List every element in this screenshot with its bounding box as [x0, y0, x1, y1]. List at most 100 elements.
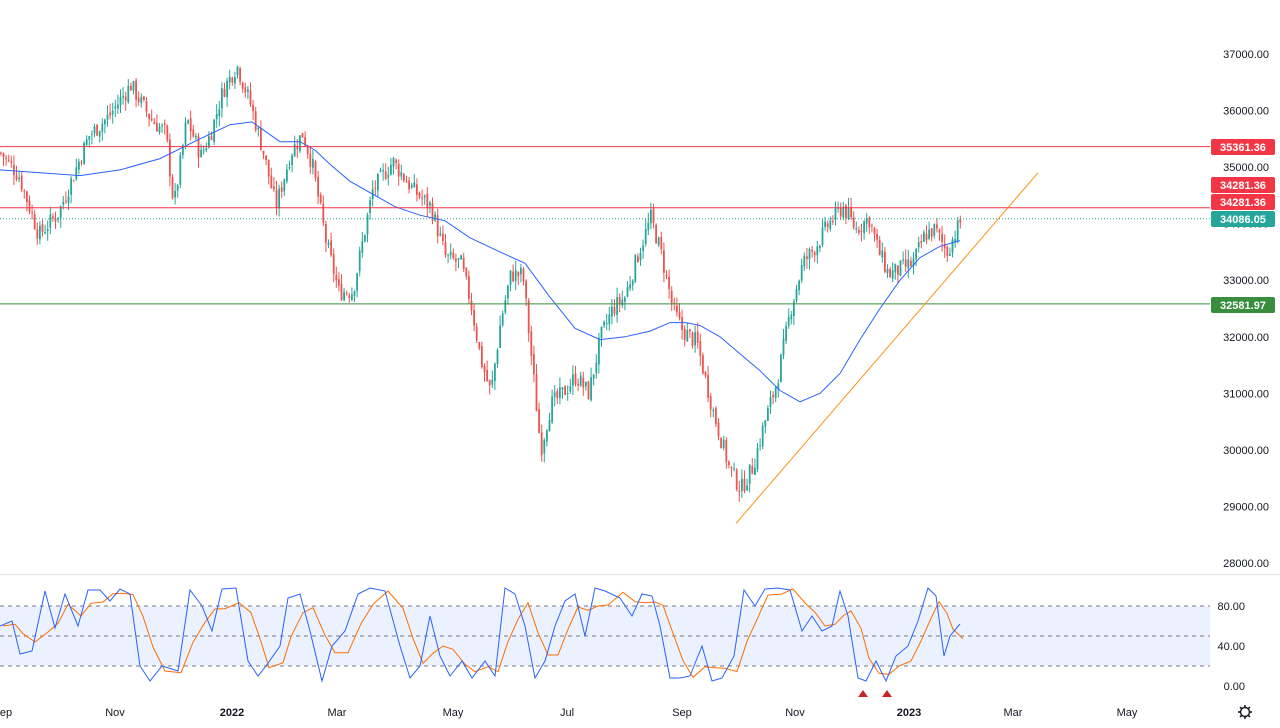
candle-body	[751, 465, 754, 474]
candle-body	[933, 223, 936, 236]
candle-body	[650, 209, 652, 224]
candle-body	[941, 233, 943, 242]
candle-body	[200, 149, 202, 158]
candle-body	[761, 425, 764, 447]
candle-body	[613, 307, 616, 314]
candle-body	[413, 182, 416, 188]
candle-body	[673, 302, 676, 304]
level-tag-bg	[1211, 194, 1275, 210]
candle-body	[826, 223, 829, 228]
candle-body	[111, 110, 114, 115]
candle-body	[455, 258, 457, 262]
candle-body	[252, 104, 254, 112]
candle-body	[13, 164, 15, 176]
candle-body	[405, 181, 408, 183]
price-tags: 35361.36 34281.36 34281.36 34086.05 32581.97	[1211, 139, 1275, 313]
candle-body	[631, 280, 634, 286]
gear-icon-tooth	[1247, 714, 1251, 718]
candle-body	[813, 252, 816, 256]
level-tag-label: 34281.36	[1220, 197, 1266, 209]
candle-body	[215, 113, 218, 119]
candle-body	[88, 136, 91, 140]
candle-body	[769, 397, 772, 408]
candle-body	[681, 317, 683, 331]
candle-body	[634, 255, 637, 282]
candle-body	[351, 294, 353, 300]
candle-body	[579, 375, 582, 386]
candle-body	[57, 217, 59, 220]
candle-body	[148, 113, 150, 120]
candle-body	[839, 207, 842, 217]
candle-body	[527, 300, 530, 334]
candle-body	[395, 160, 397, 163]
candle-body	[314, 161, 317, 179]
candle-body	[174, 191, 176, 198]
candle-body	[759, 445, 761, 447]
candle-body	[20, 175, 23, 190]
gear-icon[interactable]	[1238, 705, 1252, 719]
candle-body	[850, 206, 852, 218]
candle-body	[917, 242, 920, 248]
candle-body	[899, 260, 902, 276]
candle-body	[270, 175, 273, 188]
moving-average-line	[0, 121, 961, 403]
candle-body	[540, 432, 543, 456]
candle-body	[764, 420, 767, 427]
support-tag-bg	[1211, 297, 1275, 313]
candle-body	[400, 172, 403, 177]
candle-body	[478, 342, 481, 349]
candle-body	[556, 390, 559, 398]
candle-body	[821, 227, 824, 245]
candle-body	[871, 225, 873, 227]
candle-body	[735, 469, 738, 490]
oscillator-tick-label: 80.00	[1217, 601, 1245, 613]
trend-line[interactable]	[735, 172, 1039, 524]
candle-body	[842, 206, 845, 218]
candle-body	[462, 257, 465, 270]
candle-body	[67, 196, 70, 203]
candle-body	[2, 153, 5, 158]
candle-body	[278, 188, 280, 209]
candle-body	[210, 136, 213, 141]
time-tick-label: Mar	[328, 707, 347, 719]
candle-body	[23, 190, 26, 192]
candle-body	[317, 176, 319, 197]
gear-icon-ring	[1239, 706, 1251, 718]
candle-body	[655, 224, 657, 244]
candle-body	[397, 163, 400, 177]
price-tick-label: 31000.00	[1223, 388, 1269, 400]
candle-body	[652, 208, 655, 224]
candle-body	[132, 81, 135, 91]
candle-body	[949, 253, 951, 256]
candle-body	[923, 232, 925, 242]
time-tick-label: May	[443, 707, 464, 719]
candle-body	[621, 299, 624, 306]
candle-body	[793, 301, 795, 316]
stochastic-pane	[0, 587, 1210, 683]
candle-body	[782, 338, 785, 356]
candle-body	[546, 430, 548, 442]
candlestick-series	[0, 65, 962, 502]
candle-body	[213, 119, 215, 142]
candle-body	[312, 158, 314, 168]
candle-body	[491, 379, 494, 385]
time-tick-label: Jul	[560, 707, 574, 719]
candle-body	[694, 332, 696, 346]
oscillator-tick-label: 40.00	[1217, 641, 1245, 653]
candle-body	[834, 206, 837, 220]
candle-body	[488, 380, 491, 386]
candle-body	[920, 241, 923, 243]
candle-body	[629, 284, 631, 289]
gear-icon-tooth	[1239, 706, 1243, 710]
candle-body	[712, 410, 715, 412]
candle-body	[637, 256, 639, 263]
candle-body	[410, 185, 413, 188]
candle-body	[408, 180, 410, 190]
candle-body	[257, 127, 260, 130]
last-price-tag-bg	[1211, 211, 1275, 227]
time-tick-label: Nov	[785, 707, 805, 719]
candle-body	[384, 171, 387, 179]
candle-body	[301, 133, 304, 138]
candle-body	[642, 245, 644, 252]
candle-body	[657, 237, 660, 246]
